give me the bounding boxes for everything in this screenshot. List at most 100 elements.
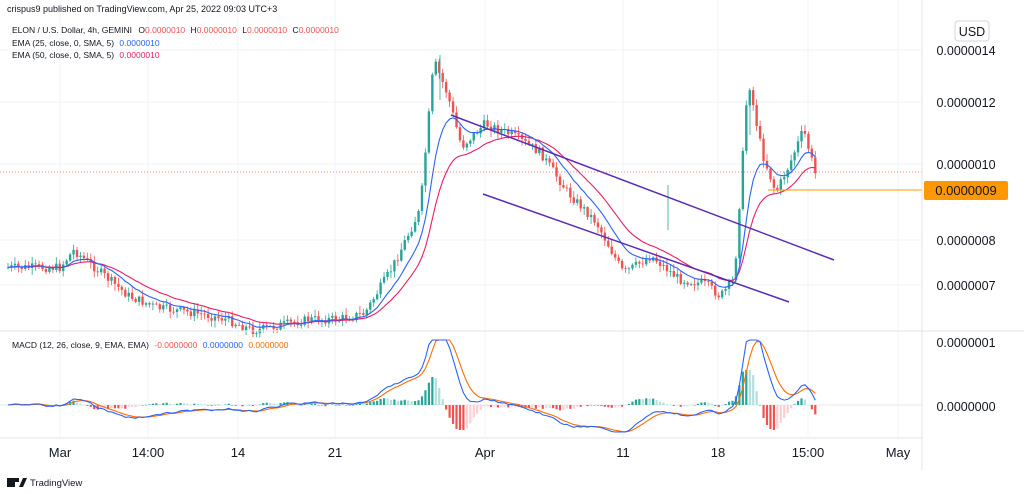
candle-body — [665, 264, 669, 272]
legend-ema50-value: 0.0000010 — [119, 50, 159, 60]
macd-histogram-bar — [227, 403, 230, 405]
candle-body — [179, 307, 182, 310]
macd-histogram-bar — [455, 405, 458, 429]
macd-histogram-bar — [279, 403, 282, 405]
macd-histogram-bar — [803, 399, 807, 405]
candle-body — [507, 129, 510, 135]
candle-body — [407, 235, 410, 241]
candle-body — [124, 289, 127, 297]
candle-body — [579, 199, 582, 209]
macd-histogram-bar — [376, 400, 379, 405]
macd-histogram-bar — [296, 404, 299, 406]
candle-body — [217, 316, 220, 319]
candle-body — [427, 111, 431, 153]
publisher-line: crispus9 published on TradingView.com, A… — [7, 4, 277, 14]
candle-body — [565, 187, 569, 189]
macd-histogram-bar — [427, 382, 430, 405]
macd-histogram-bar — [731, 400, 734, 405]
macd-pane[interactable] — [0, 339, 922, 433]
candle-body — [752, 90, 755, 106]
candle-body — [99, 268, 103, 273]
candle-body — [614, 253, 617, 258]
time-tick-label: 15:00 — [792, 445, 825, 460]
candle-body — [110, 277, 113, 281]
currency-button[interactable] — [954, 20, 990, 42]
candle-body — [410, 231, 413, 236]
time-scale[interactable]: Mar 14:00 14 21 Apr 11 18 15:00 May — [49, 445, 911, 460]
candle-body — [683, 282, 686, 284]
candle-body — [248, 326, 251, 328]
candle-body — [448, 92, 451, 102]
candle-body — [486, 120, 489, 127]
channel-lower-trendline[interactable] — [482, 193, 790, 303]
macd-histogram-bar — [141, 405, 144, 406]
channel-upper-trendline[interactable] — [450, 114, 835, 261]
legend-symbol[interactable]: ELON / U.S. Dollar, 4h, GEMINI — [12, 25, 132, 35]
candle-body — [189, 311, 193, 317]
candle-body — [545, 158, 548, 161]
macd-histogram-bar — [169, 404, 172, 405]
macd-histogram-bar — [165, 402, 168, 405]
macd-histogram-bar — [593, 405, 596, 406]
legend-macd-row[interactable]: MACD (12, 26, close, 9, EMA, EMA) -0.000… — [12, 340, 289, 350]
macd-histogram-bar — [451, 405, 455, 424]
candle-body — [758, 125, 762, 139]
candle-body — [244, 326, 248, 331]
macd-histogram-bar — [710, 403, 713, 405]
candle-body — [196, 309, 199, 314]
candle-body — [300, 324, 303, 326]
candle-body — [620, 261, 624, 269]
macd-histogram-bar — [155, 403, 158, 405]
macd-histogram-bar — [752, 375, 755, 405]
macd-histogram-bar — [234, 405, 237, 406]
macd-histogram-bar — [265, 402, 268, 405]
candle-body — [365, 309, 368, 315]
macd-histogram-bar — [17, 404, 20, 406]
candle-body — [548, 158, 551, 163]
candle-body — [786, 169, 789, 178]
macd-histogram-bar — [603, 405, 606, 407]
legend-ema25-row[interactable]: EMA (25, close, 0, SMA, 5) 0.0000010 — [12, 38, 160, 48]
price-pane[interactable] — [0, 55, 922, 338]
macd-histogram-bar — [172, 404, 175, 405]
candle-body — [493, 125, 496, 131]
candle-body — [48, 267, 51, 272]
macd-histogram-bar — [772, 405, 775, 430]
candle-body — [631, 264, 634, 269]
candle-body — [251, 326, 255, 335]
macd-histogram-bar — [634, 399, 637, 405]
macd-histogram-bar — [79, 403, 82, 405]
macd-histogram-bar — [331, 404, 334, 405]
candle-body — [745, 105, 748, 151]
macd-histogram-bar — [438, 387, 441, 405]
macd-signal-line — [7, 339, 816, 433]
candle-body — [144, 303, 148, 305]
macd-histogram-bar — [555, 405, 558, 410]
macd-histogram-bar — [127, 405, 130, 408]
candle-body — [555, 167, 558, 177]
candle-body — [317, 316, 320, 322]
macd-scale[interactable]: 0.0000001 0.0000000 — [936, 336, 995, 414]
legend-ema50-row[interactable]: EMA (50, close, 0, SMA, 5) 0.0000010 — [12, 50, 160, 60]
candle-body — [645, 259, 648, 265]
macd-histogram-bar — [641, 399, 644, 405]
macd-histogram-bar — [320, 405, 324, 406]
candle-body — [282, 321, 286, 323]
candle-body — [779, 179, 782, 191]
macd-histogram-bar — [207, 405, 210, 406]
macd-histogram-bar — [96, 405, 99, 410]
macd-histogram-bar — [303, 403, 306, 405]
macd-histogram-bar — [317, 405, 320, 406]
macd-histogram-bar — [793, 404, 796, 405]
macd-histogram-bar — [106, 405, 110, 410]
macd-histogram-bar — [786, 405, 789, 414]
price-scale[interactable]: 0.0000014 0.0000012 0.0000010 0.0000008 0.00… — [936, 44, 995, 293]
candle-body — [113, 277, 117, 284]
candle-body — [396, 260, 400, 262]
time-tick-label: 14 — [231, 445, 245, 460]
candle-body — [638, 261, 641, 264]
candle-body — [703, 280, 707, 282]
candle-body — [37, 264, 41, 265]
macd-histogram-bar — [148, 404, 151, 405]
